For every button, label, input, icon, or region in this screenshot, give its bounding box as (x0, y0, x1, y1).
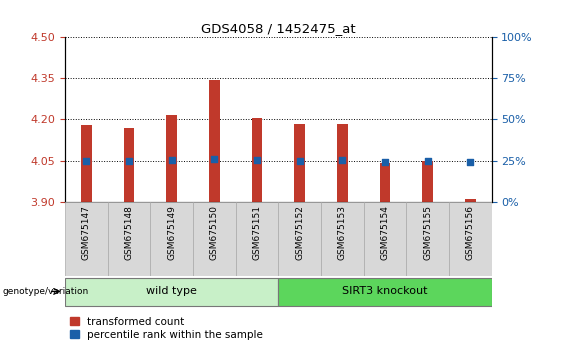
Bar (278, 278, 492, 306)
Bar (65, 202, 107, 276)
Text: wild type: wild type (146, 286, 197, 296)
Bar (236, 202, 278, 276)
Bar (81, 125, 92, 202)
Text: GSM675154: GSM675154 (380, 205, 389, 261)
Legend: transformed count, percentile rank within the sample: transformed count, percentile rank withi… (70, 317, 263, 340)
Text: GSM675148: GSM675148 (124, 205, 133, 261)
Bar (449, 202, 492, 276)
Text: SIRT3 knockout: SIRT3 knockout (342, 286, 428, 296)
Point (124, 159, 133, 164)
Text: GSM675149: GSM675149 (167, 205, 176, 261)
Point (466, 159, 475, 165)
Text: GSM675152: GSM675152 (295, 205, 304, 261)
Bar (364, 202, 406, 276)
Text: GSM675155: GSM675155 (423, 205, 432, 261)
Bar (209, 80, 220, 202)
Bar (406, 202, 449, 276)
Point (167, 158, 176, 163)
Text: GSM675150: GSM675150 (210, 205, 219, 261)
Bar (294, 124, 305, 202)
Title: GDS4058 / 1452475_at: GDS4058 / 1452475_at (201, 22, 355, 35)
Bar (380, 163, 390, 202)
Point (295, 158, 304, 164)
Bar (107, 202, 150, 276)
Point (380, 159, 389, 165)
Bar (465, 199, 476, 202)
Point (253, 158, 262, 163)
Point (423, 158, 432, 164)
Bar (65, 278, 278, 306)
Bar (193, 202, 236, 276)
Bar (166, 115, 177, 202)
Bar (124, 128, 134, 202)
Bar (321, 202, 364, 276)
Bar (279, 202, 321, 276)
Text: genotype/variation: genotype/variation (3, 287, 89, 296)
Text: GSM675153: GSM675153 (338, 205, 347, 261)
Bar (251, 118, 262, 202)
Bar (150, 202, 193, 276)
Text: GSM675147: GSM675147 (82, 205, 91, 261)
Text: GSM675151: GSM675151 (253, 205, 262, 261)
Text: GSM675156: GSM675156 (466, 205, 475, 261)
Point (210, 156, 219, 162)
Bar (422, 161, 433, 202)
Bar (337, 124, 347, 202)
Point (338, 158, 347, 163)
Point (82, 158, 91, 164)
